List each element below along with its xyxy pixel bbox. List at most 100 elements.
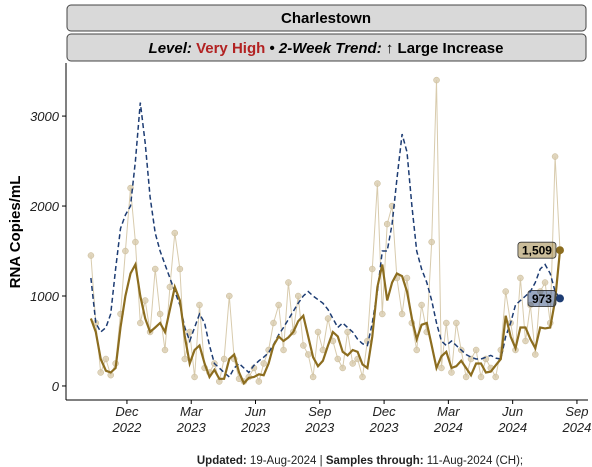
end-point [555,294,564,303]
sample-point [270,319,277,327]
separator: • [269,40,274,57]
x-tick-label-line: Jun [244,404,266,419]
sample-point [502,288,509,295]
sample-point [151,265,159,273]
sample-point [383,220,391,228]
sample-point [349,360,356,367]
y-tick-label: 3000 [30,109,60,124]
samples-label: Samples through: [326,455,424,467]
subtitle: Level: Very High • 2-Week Trend: ↑ Large… [149,40,504,57]
sample-point [398,310,406,318]
end-label-box [527,290,557,307]
updated: 19-Aug-2024 [250,455,317,467]
samples: 11-Aug-2024 (CH); [427,455,523,467]
x-tick-label-line: 2024 [433,420,463,435]
level-label: Level: [149,40,192,57]
sample-point [418,301,425,309]
sample-point [369,265,376,273]
sample-point [359,373,366,381]
end-label: 1,509 [517,241,557,259]
y-tick-label: 2000 [29,199,60,214]
sample-point [255,378,263,385]
sample-point [87,252,95,259]
title-strip [66,4,587,32]
sample-point [443,319,450,327]
x-tick-label: Jun 2024 [497,404,527,435]
x-tick-label: Sep 2024 [561,404,591,435]
sample-point [137,319,144,327]
sample-point [522,337,529,345]
sample-point [551,153,559,160]
y-tick-label: 0 [52,379,60,394]
x-tick-label-line: 2023 [369,420,400,435]
sample-point [344,328,351,336]
sample-point [472,346,480,354]
x-tick-label: Dec 2022 [111,404,142,435]
chart-title: Charlestown [281,10,371,27]
footer: Updated: 19-Aug-2024 | Samples through: … [197,455,523,467]
sample-point [280,346,287,354]
trend-line-dashed [90,102,561,379]
sample-point [156,310,164,318]
x-tick-label-line: Mar [437,404,460,419]
x-tick-label-line: 2023 [240,420,271,435]
sample-point [448,369,455,376]
sample-point [285,279,292,286]
sample-point [477,373,485,381]
sample-point [220,355,228,363]
x-tick-label: Dec 2023 [369,404,400,435]
sample-point [413,346,420,354]
end-label-text: 1,509 [522,244,552,258]
sample-point [492,373,499,381]
x-tick-label-line: Dec [373,404,397,419]
trend: ↑ Large Increase [386,40,504,57]
sample-point [226,292,233,300]
sample-point [132,238,139,246]
sample-point [433,76,440,84]
sample-point [141,297,149,304]
x-tick-label-line: 2024 [497,420,527,435]
sample-point [260,360,267,367]
sample-point [161,346,169,354]
x-tick-label-line: 2022 [111,420,142,435]
x-tick-label-line: Sep [565,404,588,419]
y-tick-label: 1000 [30,289,60,304]
x-tick-label: Mar 2023 [176,404,207,435]
sample-point [374,180,381,187]
plot-area [87,76,564,386]
sample-point [122,247,129,255]
x-tick-label-line: Dec [115,404,139,419]
sample-point [171,229,179,237]
end-label: 973 [527,290,557,307]
x-tick-label-line: 2024 [561,420,591,435]
sample-point [181,355,189,363]
sample-point [176,265,184,273]
subtitle-strip [66,33,587,62]
sample-point [309,373,317,381]
y-axis-title: RNA Copies/mL [7,176,24,289]
x-tick-label-line: 2023 [304,420,335,435]
sample-point [196,301,203,309]
x-tick-label: Jun 2023 [240,404,271,435]
sample-point [334,355,342,363]
sample-point [97,369,104,376]
sample-point [482,355,490,363]
sample-point [532,351,539,358]
sample-point [304,351,312,358]
x-tick-label-line: Sep [308,404,331,419]
end-label-box [517,241,557,259]
sample-point [438,364,445,372]
sample-point [102,355,110,363]
sample-point [339,364,346,372]
sample-point [517,274,524,282]
sample-point [462,373,470,381]
updated-label: Updated: [197,455,247,467]
x-tick-label-line: Mar [180,404,203,419]
sample-point [191,373,198,381]
end-label-text: 973 [532,292,552,306]
sample-point [453,319,460,327]
sample-point [536,288,544,295]
sample-point [294,292,302,300]
sample-point [428,238,435,246]
sample-point [403,274,411,282]
